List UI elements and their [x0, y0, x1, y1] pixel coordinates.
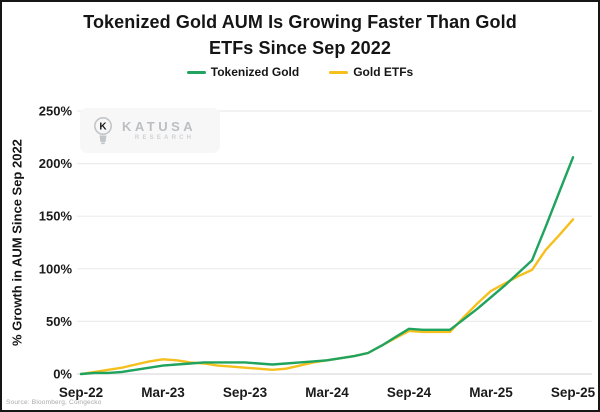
legend: Tokenized Gold Gold ETFs: [2, 65, 598, 79]
svg-text:K: K: [99, 121, 107, 132]
tokenized-gold-line-swatch-icon: [186, 70, 206, 74]
y-tick-label: 200%: [39, 156, 73, 171]
legend-item-tokenized-gold: Tokenized Gold: [186, 65, 300, 79]
gold-etfs-line-swatch-icon: [329, 70, 349, 74]
legend-item-gold-etfs: Gold ETFs: [329, 65, 413, 79]
line-gold-etfs: [79, 218, 575, 376]
legend-label-gold-etfs: Gold ETFs: [353, 65, 414, 79]
data-series-lines: [79, 156, 575, 376]
x-tick-label: Mar-25: [469, 385, 513, 400]
x-tick-label: Sep-25: [551, 385, 596, 400]
x-axis-tick-labels: Sep-22 Mar-23 Sep-23 Mar-24 Sep-24 Mar-25 Sep-…: [59, 385, 596, 400]
legend-label-tokenized-gold: Tokenized Gold: [210, 65, 300, 79]
watermark-sub: RESEARCH: [134, 134, 195, 141]
x-tick-label: Sep-24: [387, 385, 432, 400]
y-axis-tick-labels: 0% 50% 100% 150% 200% 250%: [39, 104, 73, 382]
line-tokenized-gold: [79, 156, 575, 376]
katusa-research-watermark: K KATUSA RESEARCH: [80, 108, 220, 153]
x-tick-label: Mar-23: [141, 385, 185, 400]
y-tick-label: 100%: [39, 261, 73, 276]
x-tick-label: Sep-23: [223, 385, 268, 400]
y-tick-label: 150%: [39, 209, 73, 224]
chart-title: Tokenized Gold AUM Is Growing Faster Tha…: [2, 9, 598, 61]
chart-title-line1: Tokenized Gold AUM Is Growing Faster Tha…: [83, 12, 517, 32]
chart-title-line2: ETFs Since Sep 2022: [209, 38, 391, 58]
watermark-brand: KATUSA: [122, 118, 197, 134]
y-tick-label: 0%: [53, 367, 72, 382]
y-tick-label: 250%: [39, 104, 73, 119]
lightbulb-k-icon: K: [94, 116, 112, 144]
source-note: Source: Bloomberg, Coingecko: [6, 399, 102, 406]
x-tick-label: Mar-24: [305, 385, 349, 400]
x-tick-label: Sep-22: [59, 385, 103, 400]
y-tick-label: 50%: [46, 314, 72, 329]
